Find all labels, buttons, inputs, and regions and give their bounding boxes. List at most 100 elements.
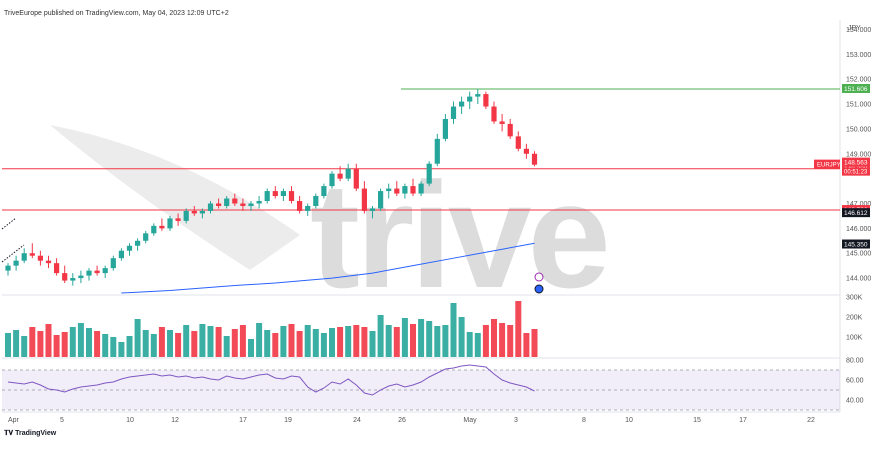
volume-bar	[474, 333, 481, 357]
volume-bar	[183, 325, 190, 357]
candle-body	[475, 94, 481, 97]
x-tick-label: 8	[582, 417, 586, 424]
candle-body	[378, 191, 384, 209]
price-badge	[842, 157, 870, 167]
candle-body	[126, 245, 133, 251]
countdown-label: 00:51:23	[844, 170, 868, 176]
volume-bar	[215, 327, 222, 357]
volume-bar	[377, 315, 384, 357]
volume-layer[interactable]	[5, 301, 538, 357]
candle-body	[531, 153, 538, 165]
candle-body	[45, 260, 52, 264]
volume-bar	[296, 331, 303, 357]
price-tick-label: 150.000	[846, 126, 871, 133]
candle-body	[386, 188, 392, 192]
tradingview-logo-icon: 𝐓𝐕	[4, 430, 16, 437]
candle-body	[248, 203, 254, 206]
x-tick-label: Apr	[8, 417, 20, 424]
candle-body	[256, 201, 262, 204]
x-tick-label: 10	[625, 417, 633, 424]
candle-body	[426, 163, 432, 184]
candle-body	[143, 233, 149, 241]
price-tick-label: 154.000	[846, 27, 871, 34]
candle-body	[369, 208, 376, 211]
price-badge	[842, 239, 870, 249]
rsi-band	[2, 370, 840, 410]
candle-body	[167, 218, 173, 229]
candle-body	[70, 278, 76, 281]
candles-layer[interactable]	[5, 89, 538, 286]
volume-bar	[361, 327, 368, 357]
candle-body	[159, 225, 165, 229]
volume-bar	[61, 332, 68, 357]
volume-bar	[126, 336, 133, 357]
volume-bar	[53, 335, 60, 357]
volume-bar	[312, 329, 319, 357]
candle-body	[224, 198, 230, 206]
candle-body	[5, 265, 11, 271]
candle-body	[313, 196, 319, 206]
x-tick-label: 19	[284, 417, 292, 424]
volume-bar	[507, 325, 514, 357]
volume-bar	[167, 330, 173, 357]
volume-bar	[442, 325, 449, 357]
candle-body	[280, 191, 286, 197]
countdown-badge	[842, 167, 870, 176]
x-tick-label: 26	[398, 417, 406, 424]
horizontal-lines[interactable]	[1, 88, 840, 263]
candle-body	[353, 168, 359, 189]
volume-bar	[280, 326, 287, 357]
candle-body	[491, 106, 497, 122]
candle-body	[37, 255, 43, 261]
volume-bar	[207, 326, 214, 357]
candle-body	[459, 101, 465, 107]
volume-bar	[231, 329, 238, 357]
candle-body	[337, 173, 343, 179]
price-tick-label: 149.000	[846, 151, 871, 158]
rsi-line	[7, 364, 535, 396]
volume-bar	[418, 319, 425, 357]
volume-bar	[110, 337, 117, 357]
volume-bar	[150, 334, 157, 357]
volume-bar	[239, 325, 246, 357]
candle-body	[54, 263, 60, 274]
candle-body	[329, 173, 335, 187]
candle-body	[240, 203, 246, 206]
volume-bar	[264, 330, 271, 357]
candle-body	[13, 260, 19, 266]
price-level-badge	[842, 83, 870, 93]
price-badge-label: 145.350	[844, 242, 868, 249]
candle-body	[207, 203, 214, 211]
candle-body	[94, 270, 100, 274]
volume-bar	[385, 325, 392, 357]
x-tick-label: 3	[514, 417, 518, 424]
volume-tick-label: 200K	[846, 315, 863, 322]
candle-body	[151, 225, 157, 234]
x-tick-label: 24	[353, 417, 361, 424]
candle-body	[86, 270, 92, 276]
volume-bar	[353, 325, 360, 357]
candle-body	[345, 168, 351, 179]
price-badges: 151.606148.398146.736EURJPY148.563146.61…	[534, 83, 870, 294]
candle-body	[523, 148, 529, 154]
candle-body	[183, 210, 189, 221]
price-tick-label: 146.000	[846, 226, 871, 233]
volume-tick-label: 300K	[846, 295, 863, 302]
candle-body	[394, 188, 400, 194]
rsi-layer[interactable]	[2, 364, 840, 411]
volume-bar	[531, 329, 538, 357]
candle-body	[191, 210, 197, 214]
x-tick-label: 17	[739, 417, 747, 424]
volume-bar	[466, 332, 473, 357]
candle-body	[418, 183, 424, 194]
price-badge	[842, 208, 870, 218]
volume-bar	[175, 333, 182, 357]
volume-bar	[69, 327, 76, 357]
candle-body	[102, 268, 108, 274]
volume-bar	[248, 339, 254, 357]
volume-bar	[102, 334, 109, 357]
volume-bar	[393, 327, 400, 357]
x-tick-label: 15	[693, 417, 701, 424]
volume-bar	[142, 330, 149, 357]
